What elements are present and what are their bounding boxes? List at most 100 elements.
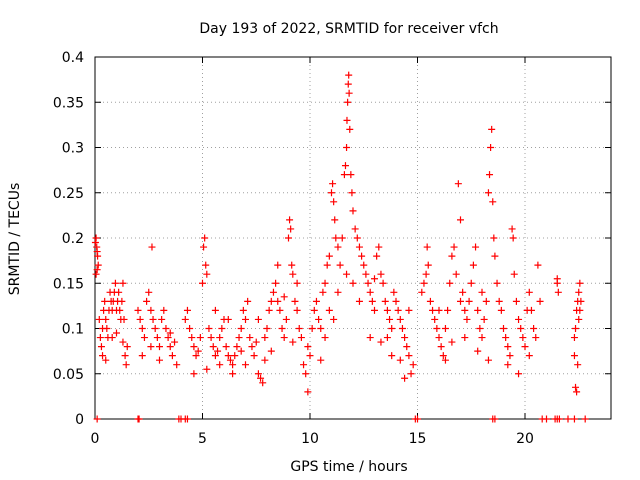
y-tick-label: 0.15 xyxy=(53,276,84,292)
data-point xyxy=(92,270,100,278)
data-point xyxy=(510,270,518,278)
data-point xyxy=(530,325,538,332)
data-point xyxy=(348,189,356,197)
data-point xyxy=(515,315,523,323)
data-point xyxy=(388,352,396,360)
data-point xyxy=(203,270,211,278)
data-point xyxy=(405,306,413,314)
data-point xyxy=(274,261,282,269)
data-point xyxy=(467,279,475,287)
data-point xyxy=(239,306,247,314)
data-point xyxy=(293,306,301,314)
data-point xyxy=(168,352,176,360)
data-point xyxy=(355,243,363,251)
data-point xyxy=(435,334,443,342)
x-tick-label: 0 xyxy=(91,431,100,447)
data-point xyxy=(267,297,275,305)
data-point xyxy=(491,415,499,423)
data-point xyxy=(371,306,378,314)
data-point xyxy=(205,325,213,332)
data-point xyxy=(351,225,359,233)
data-point xyxy=(553,275,561,283)
data-point xyxy=(525,352,533,360)
data-point xyxy=(158,315,166,323)
data-point xyxy=(181,315,189,323)
data-point xyxy=(252,338,260,346)
data-point xyxy=(123,343,131,351)
data-point xyxy=(343,270,351,278)
data-point xyxy=(450,243,458,251)
data-point xyxy=(103,325,111,332)
data-point xyxy=(424,261,432,269)
data-point xyxy=(196,334,204,342)
data-point xyxy=(224,352,232,360)
y-tick-label: 0.1 xyxy=(62,322,84,338)
data-point xyxy=(190,370,198,378)
data-point xyxy=(575,288,583,296)
data-point xyxy=(207,334,215,342)
data-point xyxy=(344,80,352,88)
data-point xyxy=(214,347,222,355)
data-point xyxy=(343,144,351,151)
data-point xyxy=(439,352,447,360)
data-point xyxy=(222,343,230,351)
data-point xyxy=(289,270,297,278)
data-point xyxy=(375,243,383,251)
data-point xyxy=(116,306,124,314)
data-point xyxy=(312,297,320,305)
data-point xyxy=(111,279,119,287)
data-point xyxy=(91,239,99,247)
data-point xyxy=(527,306,535,314)
data-point xyxy=(237,347,245,355)
data-point xyxy=(484,189,492,197)
data-point xyxy=(300,361,308,369)
data-point xyxy=(576,279,584,287)
data-point xyxy=(269,288,277,296)
data-point xyxy=(201,234,209,242)
data-point xyxy=(437,343,445,351)
plot-border xyxy=(94,56,612,420)
data-point xyxy=(577,297,585,305)
data-point xyxy=(147,306,155,314)
grid xyxy=(95,57,611,419)
y-tick-label: 0.35 xyxy=(53,95,84,111)
data-point xyxy=(478,288,486,296)
data-point xyxy=(216,361,224,369)
data-point xyxy=(101,297,109,305)
data-point xyxy=(472,243,480,251)
data-point xyxy=(484,356,492,364)
data-point xyxy=(469,261,477,269)
data-point xyxy=(226,356,234,364)
x-tick-label: 10 xyxy=(301,431,319,447)
data-point xyxy=(145,288,153,296)
data-point xyxy=(310,306,318,314)
y-tick-label: 0.25 xyxy=(53,186,84,202)
data-point xyxy=(224,315,232,323)
data-point xyxy=(254,370,262,378)
data-point xyxy=(401,334,409,342)
data-point xyxy=(160,306,168,314)
data-point xyxy=(229,361,237,369)
data-point xyxy=(454,180,462,188)
data-point xyxy=(186,325,194,332)
data-point xyxy=(242,315,249,323)
data-point xyxy=(317,356,325,364)
data-point xyxy=(504,361,512,369)
data-point xyxy=(506,352,514,360)
data-point xyxy=(293,279,301,287)
data-point xyxy=(457,297,464,305)
data-point xyxy=(166,343,174,351)
data-point xyxy=(383,334,391,342)
data-point xyxy=(143,297,151,305)
data-point xyxy=(448,338,456,346)
data-point xyxy=(171,338,179,346)
data-point xyxy=(570,352,578,360)
data-point xyxy=(515,370,523,378)
data-point xyxy=(344,98,352,106)
data-point xyxy=(162,325,170,332)
data-point xyxy=(362,270,370,278)
data-point xyxy=(543,415,550,423)
y-axis: 0 0.05 0.1 0.15 0.2 0.25 0.3 0.35 0.4 xyxy=(53,50,611,428)
data-point xyxy=(463,315,471,323)
